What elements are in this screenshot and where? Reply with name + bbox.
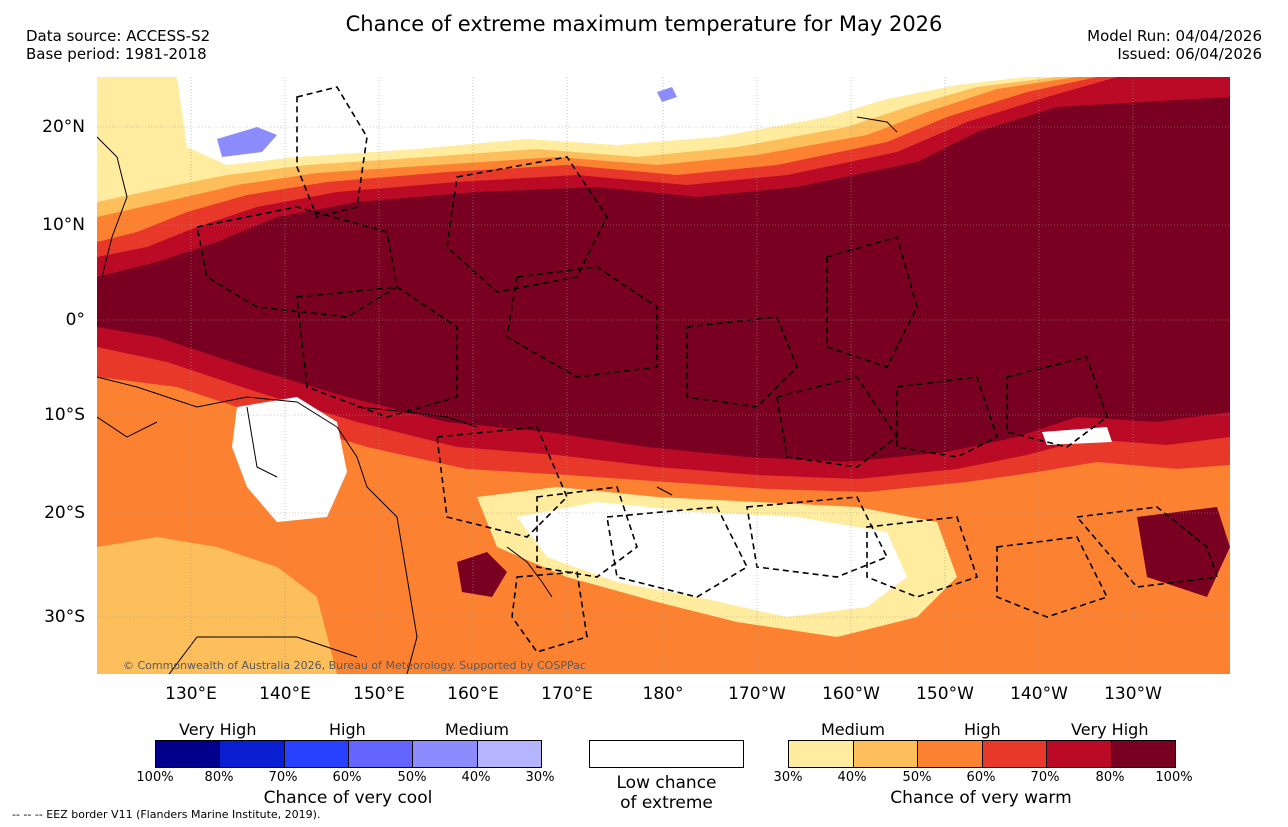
cool-header: Very High <box>179 720 257 739</box>
lon-label: 150°W <box>916 684 974 704</box>
cool-swatch <box>156 741 221 767</box>
low-chance-line1: Low chance <box>616 773 717 793</box>
warm-tick: 30% <box>773 770 803 785</box>
warm-tick: 100% <box>1155 770 1193 785</box>
low-chance-line2: of extreme <box>620 793 713 813</box>
chart-title: Chance of extreme maximum temperature fo… <box>345 12 943 36</box>
lat-label: 30°S <box>44 607 85 627</box>
cool-patch-1 <box>217 127 277 157</box>
graticule <box>97 77 1230 674</box>
cool-swatch <box>284 741 349 767</box>
lon-label: 140°E <box>259 684 311 704</box>
header-right: Model Run: 04/04/2026 Issued: 06/04/2026 <box>1087 27 1262 63</box>
lat-label: 0° <box>65 310 85 330</box>
warm-swatch <box>1047 741 1112 767</box>
cool-tick: 50% <box>397 770 427 785</box>
cool-tick: 40% <box>461 770 491 785</box>
lat-label: 10°N <box>42 215 85 235</box>
warm-swatch <box>918 741 983 767</box>
cool-swatch <box>477 741 541 767</box>
lat-label: 20°S <box>44 503 85 523</box>
coastlines <box>97 116 898 674</box>
cool-tick: 80% <box>204 770 234 785</box>
map-svg <box>97 77 1230 674</box>
warm-80-patch-east <box>1137 507 1230 597</box>
cool-swatch <box>348 741 414 767</box>
lon-label: 170°E <box>541 684 593 704</box>
lon-label: 150°E <box>353 684 405 704</box>
issued-text: Issued: 06/04/2026 <box>1117 45 1262 63</box>
warm-header: Very High <box>1071 720 1149 739</box>
warm-tick: 70% <box>1030 770 1060 785</box>
low-chance-north <box>177 77 1027 165</box>
low-chance-australia <box>232 397 347 522</box>
cool-colorbar <box>155 740 542 768</box>
copyright-notice: © Commonwealth of Australia 2026, Bureau… <box>123 659 586 672</box>
header-left: Data source: ACCESS-S2 Base period: 1981… <box>26 27 210 63</box>
warm-header: Medium <box>821 720 885 739</box>
warm-tick: 50% <box>902 770 932 785</box>
cool-patch-2 <box>657 87 677 102</box>
base-period-text: Base period: 1981-2018 <box>26 45 207 63</box>
warm-swatch <box>853 741 918 767</box>
lon-label: 140°W <box>1010 684 1068 704</box>
warm-swatch <box>982 741 1047 767</box>
lat-label: 10°S <box>44 405 85 425</box>
warm-header: High <box>964 720 1001 739</box>
cool-tick: 60% <box>332 770 362 785</box>
warm-legend-title: Chance of very warm <box>890 788 1072 808</box>
forecast-map <box>97 77 1230 674</box>
lon-label: 130°W <box>1104 684 1162 704</box>
warm-80-patch-south <box>457 552 507 597</box>
warm-colorbar <box>788 740 1176 768</box>
low-chance-swatch <box>589 740 744 768</box>
cool-swatch <box>220 741 285 767</box>
warm-tick: 60% <box>966 770 996 785</box>
low-chance-south <box>517 502 907 617</box>
lon-label: 170°W <box>728 684 786 704</box>
cool-tick: 30% <box>525 770 555 785</box>
model-run-text: Model Run: 04/04/2026 <box>1087 27 1262 45</box>
warm-tick: 40% <box>837 770 867 785</box>
cool-swatch <box>413 741 478 767</box>
lon-label: 160°E <box>447 684 499 704</box>
eez-footnote: -- -- -- EEZ border V11 (Flanders Marine… <box>12 808 321 821</box>
cool-legend-title: Chance of very cool <box>263 788 433 808</box>
cool-tick: 70% <box>268 770 298 785</box>
cool-header: High <box>329 720 366 739</box>
lon-label: 130°E <box>165 684 217 704</box>
cool-tick: 100% <box>136 770 174 785</box>
data-source-text: Data source: ACCESS-S2 <box>26 27 211 45</box>
warm-swatch <box>1111 741 1175 767</box>
cool-header: Medium <box>445 720 509 739</box>
lon-label: 180° <box>642 684 684 704</box>
warm-40-south-left <box>97 537 337 674</box>
low-chance-label: Low chance of extreme <box>589 773 744 813</box>
lon-label: 160°W <box>822 684 880 704</box>
low-chance-patch-east <box>1042 427 1112 445</box>
warm-tick: 80% <box>1095 770 1125 785</box>
warm-swatch <box>789 741 854 767</box>
lat-label: 20°N <box>42 117 85 137</box>
